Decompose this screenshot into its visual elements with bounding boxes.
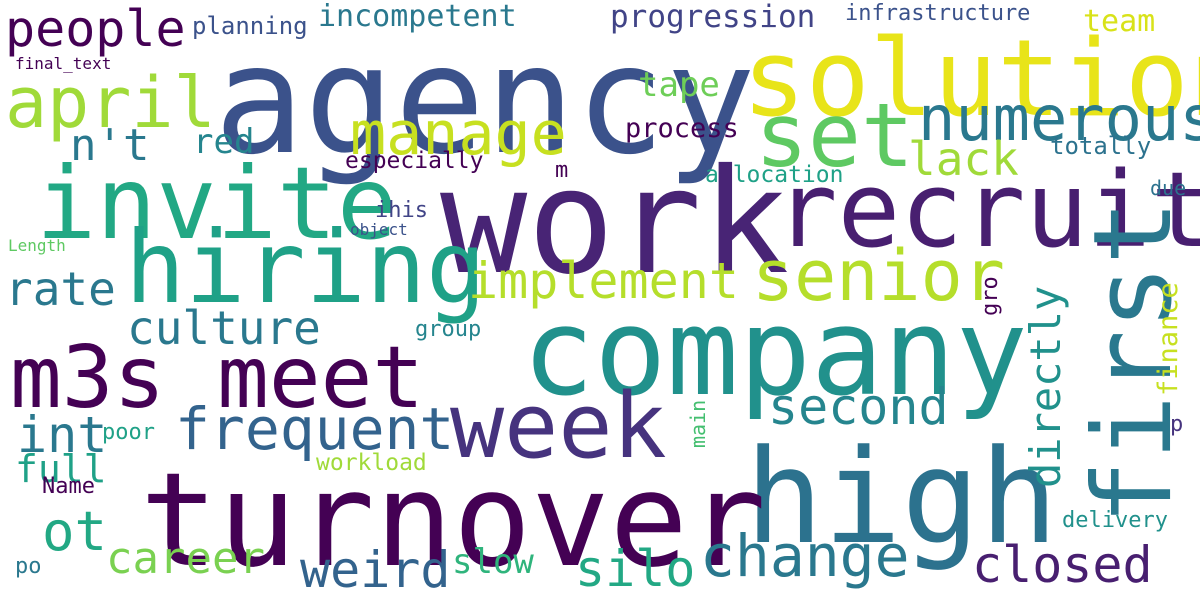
word-allocation: allocation <box>705 162 844 188</box>
word-second: second <box>768 378 949 436</box>
word-m3s-meet: m3s meet <box>10 328 425 428</box>
word-finance: finance <box>1153 282 1184 396</box>
word-people: people <box>5 0 186 58</box>
word-progression: progression <box>610 0 816 35</box>
word-closed: closed <box>972 536 1153 594</box>
word-due: due <box>1150 176 1187 200</box>
word-invite: invite <box>36 145 398 262</box>
word-p: p <box>1170 412 1184 437</box>
word-full: full <box>15 447 107 491</box>
word-solution: solution <box>742 17 1200 140</box>
word-set: set <box>755 84 914 187</box>
word-numerous: numerous <box>918 82 1200 155</box>
word-workload: workload <box>316 450 427 476</box>
word-delivery: delivery <box>1062 508 1168 533</box>
word-silo: silo <box>575 540 696 598</box>
word-tape: tape <box>638 65 720 105</box>
word-implement: implement <box>468 252 739 310</box>
word-high: high <box>745 421 1059 573</box>
word-poor: poor <box>102 420 155 445</box>
word-slow: slow <box>452 542 534 582</box>
word-manage: manage <box>350 99 567 169</box>
word-ihis: ihis <box>375 198 428 223</box>
word-recruit: recruit <box>775 149 1200 271</box>
word-april: april <box>5 62 216 144</box>
word-especially: especially <box>345 148 484 174</box>
word-int: int <box>17 406 108 464</box>
word-frequent: frequent <box>175 395 455 463</box>
word-totally: totally <box>1050 132 1152 160</box>
word-company: company <box>522 284 1028 423</box>
word-senior: senior <box>752 235 1005 317</box>
word-nt: n't <box>70 120 150 171</box>
word-gro: gro <box>978 276 1003 316</box>
word-team: team <box>1083 4 1156 39</box>
word-work: work <box>440 138 790 307</box>
word-m: m <box>555 158 569 183</box>
word-infrastructure: infrastructure <box>845 1 1031 26</box>
word-group: group <box>415 317 482 342</box>
word-object: object <box>350 220 408 239</box>
word-length: Length <box>8 236 66 255</box>
word-po: po <box>15 554 42 579</box>
word-career: career <box>106 533 265 584</box>
word-final-text: final_text <box>15 54 112 73</box>
word-turnover: turnover <box>140 444 767 596</box>
word-rate: rate <box>5 262 116 316</box>
word-main: main <box>686 399 710 448</box>
word-directly: directly <box>1021 285 1070 488</box>
word-ot: ot <box>42 500 108 563</box>
word-name: Name <box>42 474 95 499</box>
word-red: red <box>193 122 255 162</box>
word-incompetent: incompetent <box>318 0 517 34</box>
word-hiring: hiring <box>125 209 487 326</box>
word-weird: weird <box>300 541 451 599</box>
word-change: change <box>700 522 910 590</box>
word-week: week <box>450 374 667 479</box>
word-process: process <box>625 113 739 144</box>
word-planning: planning <box>192 12 308 40</box>
word-agency: agency <box>214 14 756 188</box>
word-lack: lack <box>908 132 1019 186</box>
word-culture: culture <box>127 301 321 355</box>
